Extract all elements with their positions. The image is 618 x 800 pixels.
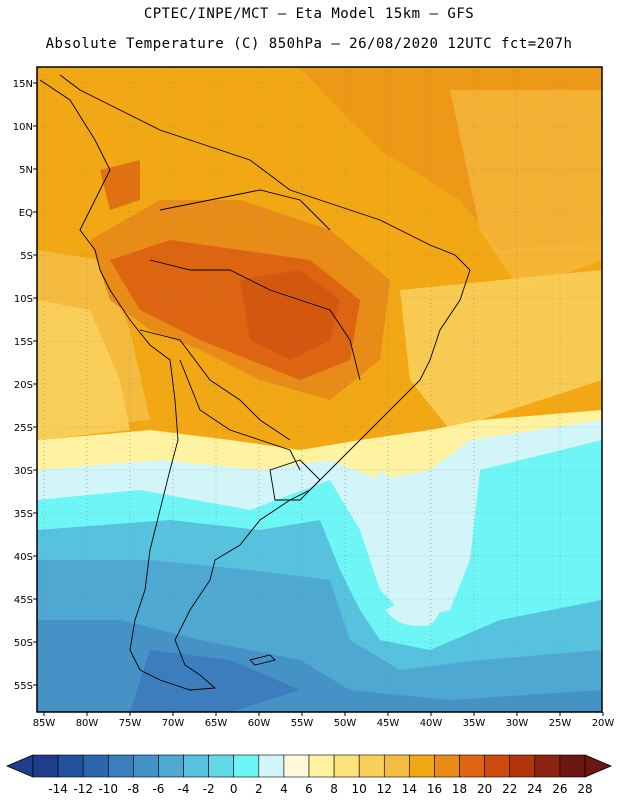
colorbar-swatch (158, 754, 184, 778)
colorbar-swatch (283, 754, 310, 778)
colorbar-label: 28 (577, 782, 592, 796)
colorbar-swatch (133, 754, 159, 778)
colorbar-swatch (534, 754, 561, 778)
lat-label: 5S (20, 251, 33, 262)
colorbar-label: 6 (305, 782, 313, 796)
colorbar-swatch (32, 754, 59, 778)
colorbar-swatch (434, 754, 460, 778)
colorbar-label: 18 (452, 782, 467, 796)
colorbar-label: 12 (377, 782, 392, 796)
colorbar-arrow-low (5, 754, 34, 778)
colorbar-label: 0 (230, 782, 238, 796)
lat-label: 25S (14, 423, 33, 434)
falklands (249, 654, 276, 666)
field-south-atlantic-yellow (400, 270, 602, 430)
colorbar-label: -4 (178, 782, 190, 796)
border-bolivia (139, 329, 291, 441)
south-america-coast (39, 74, 471, 691)
colorbar-swatch (308, 754, 335, 778)
lon-label: 75W (119, 718, 142, 729)
field-continent-hottest (240, 270, 340, 360)
lon-label: 80W (76, 718, 99, 729)
colorbar-label: 2 (255, 782, 263, 796)
lon-label: 45W (377, 718, 400, 729)
colorbar-label: 4 (280, 782, 288, 796)
colorbar-swatch (82, 754, 109, 778)
field-blue-dark (130, 650, 300, 712)
temperature-field (37, 67, 602, 712)
field-pacific-lightyellow (37, 300, 130, 440)
lat-label: 40S (14, 552, 33, 563)
colorbar-label: 22 (502, 782, 517, 796)
colorbar-label: 8 (330, 782, 338, 796)
colorbar-label: 16 (427, 782, 442, 796)
colorbar-label: -8 (127, 782, 139, 796)
colorbar-swatch (358, 754, 385, 778)
lat-label: 35S (14, 509, 33, 520)
lat-label: 55S (14, 681, 33, 692)
colorbar-swatch (183, 754, 209, 778)
lat-label: 45S (14, 595, 33, 606)
colorbar-label: 10 (352, 782, 367, 796)
colorbar-swatch (258, 754, 285, 778)
map-frame (36, 66, 603, 713)
lon-label: 20W (592, 718, 615, 729)
uruguay-outline (269, 459, 321, 501)
longitude-labels: 85W 80W 75W 70W 65W 60W 55W 50W 45W 40W 35W 30W 25W 2… (33, 712, 615, 729)
colorbar-swatch (459, 754, 485, 778)
colorbar-label: 14 (402, 782, 417, 796)
border-brazil-states (299, 299, 361, 381)
lat-label: 15N (13, 79, 33, 90)
lat-label: EQ (19, 208, 33, 219)
chart-title-line1: CPTEC/INPE/MCT – Eta Model 15km – GFS (143, 6, 475, 22)
colorbar-swatch (383, 754, 410, 778)
colorbar-arrow-high (584, 754, 613, 778)
lon-label: 60W (248, 718, 271, 729)
lat-label: 50S (14, 638, 33, 649)
lat-label: 5N (19, 165, 33, 176)
lon-label: 25W (549, 718, 572, 729)
colorbar-label: 26 (552, 782, 567, 796)
lat-label: 10S (14, 294, 33, 305)
colorbar: -14 -12 -10 -8 -6 -4 -2 0 2 4 6 8 10 12 14 16 18 20 22 24 26… (5, 754, 613, 796)
colorbar-swatch (107, 754, 134, 778)
colorbar-label: -14 (48, 782, 68, 796)
colorbar-label: -2 (203, 782, 215, 796)
lon-label: 40W (420, 718, 443, 729)
colorbar-swatch (484, 754, 511, 778)
lat-label: 10N (13, 122, 33, 133)
lat-label: 20S (14, 380, 33, 391)
lat-label: 15S (14, 337, 33, 348)
colorbar-swatch (208, 754, 235, 778)
latitude-labels: 15N 10N 5N EQ 5S 10S 15S 20S 25S 30S 35S 40S 45S 50S 5… (13, 79, 37, 692)
border-argentina (179, 359, 301, 471)
colorbar-swatch (57, 754, 84, 778)
chart-title-line2: Absolute Temperature (C) 850hPa – 26/08/… (45, 36, 573, 52)
border-north (159, 189, 331, 231)
lat-label: 30S (14, 466, 33, 477)
field-front-swirl (370, 470, 444, 626)
colorbar-swatch (559, 754, 586, 778)
colorbar-swatch (409, 754, 435, 778)
lon-label: 85W (33, 718, 56, 729)
colorbar-label: 20 (477, 782, 492, 796)
lon-label: 70W (162, 718, 185, 729)
lon-label: 65W (205, 718, 228, 729)
coastlines (39, 74, 471, 691)
colorbar-swatch (509, 754, 536, 778)
colorbar-label: -6 (152, 782, 164, 796)
colorbar-label: -12 (73, 782, 93, 796)
colorbar-swatch (233, 754, 260, 778)
lon-label: 55W (291, 718, 314, 729)
colorbar-swatch (333, 754, 360, 778)
field-venezuela-hot (100, 160, 140, 210)
lon-label: 30W (506, 718, 529, 729)
colorbar-label: 24 (527, 782, 542, 796)
colorbar-label: -10 (98, 782, 118, 796)
lon-label: 50W (334, 718, 357, 729)
field-north-atlantic-yellow (450, 90, 602, 290)
lon-label: 35W (463, 718, 486, 729)
border-amazon (149, 259, 301, 301)
